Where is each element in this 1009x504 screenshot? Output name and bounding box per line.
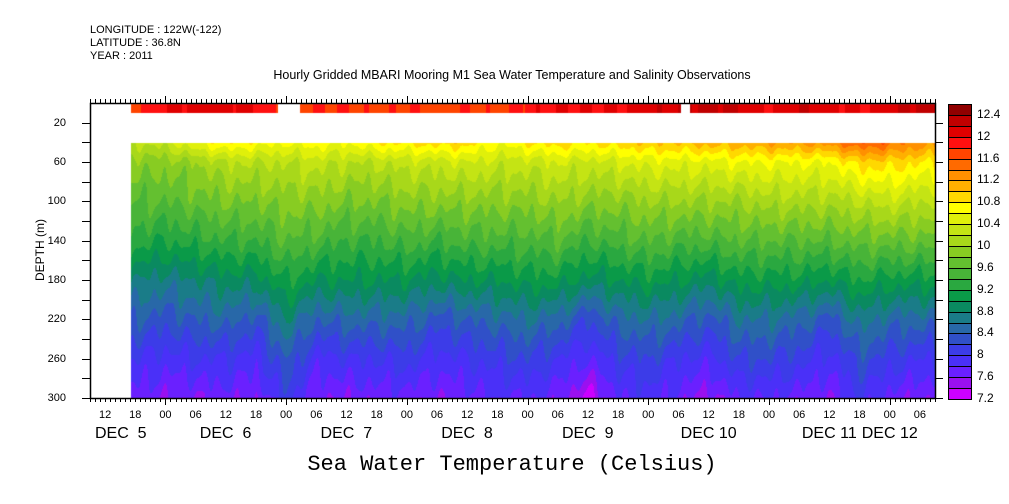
colorbar-swatch	[948, 311, 972, 324]
colorbar-swatch	[948, 158, 972, 171]
colorbar-swatch	[948, 224, 972, 237]
colorbar-swatch	[948, 344, 972, 357]
x-tick-label: 00	[159, 409, 172, 421]
x-tick-label: 00	[521, 409, 534, 421]
x-tick-label: 12	[581, 409, 595, 421]
colorbar-swatch	[948, 246, 972, 258]
colorbar-swatch	[948, 377, 972, 390]
latitude-label: LATITUDE : 36.8N	[90, 37, 181, 49]
x-tick-label: 00	[642, 409, 655, 421]
colorbar-label: 10.8	[977, 194, 1001, 209]
colorbar-swatch	[948, 289, 972, 302]
colorbar-label: 10.4	[977, 216, 1001, 231]
x-tick-label: 18	[370, 409, 383, 421]
x-tick-label: 18	[732, 409, 745, 421]
colorbar-label: 11.2	[977, 172, 1000, 187]
colorbar-label: 7.2	[977, 391, 994, 405]
x-tick-label: 12	[219, 409, 232, 421]
colorbar-swatch	[948, 278, 972, 291]
colorbar-swatch	[948, 355, 972, 368]
x-tick-label: 00	[762, 409, 776, 421]
y-tick-label: 140	[47, 234, 66, 247]
temperature-contour-field	[90, 103, 935, 398]
x-tick-label: 00	[883, 409, 896, 421]
colorbar-label: 12.4	[977, 106, 1001, 121]
colorbar-label: 8.8	[977, 303, 994, 318]
colorbar-label: 11.6	[977, 150, 1000, 165]
colorbar-swatch	[948, 333, 972, 346]
colorbar-label: 8.4	[977, 325, 994, 340]
colorbar-title: Sea Water Temperature (Celsius)	[307, 452, 717, 477]
colorbar-label: 12	[977, 128, 991, 143]
y-tick-label: 180	[47, 274, 66, 286]
colorbar-label: 10	[977, 238, 991, 253]
x-tick-label: 00	[280, 409, 293, 421]
day-label: DEC 12	[861, 425, 918, 442]
colorbar-swatch	[948, 125, 972, 138]
day-label: DEC 10	[680, 425, 737, 442]
colorbar-swatch	[948, 235, 972, 248]
colorbar-swatch	[948, 300, 972, 313]
y-axis-title: DEPTH (m)	[33, 219, 47, 281]
colorbar-swatch	[948, 322, 972, 335]
colorbar-swatch	[948, 256, 972, 269]
day-label: DEC 11	[801, 425, 857, 442]
colorbar-swatch	[948, 213, 972, 226]
year-label: YEAR : 2011	[90, 50, 153, 62]
day-label: DEC 6	[199, 425, 252, 442]
colorbar-swatch	[948, 104, 972, 116]
y-tick-label: 220	[47, 313, 66, 326]
x-tick-label: 06	[551, 409, 564, 421]
colorbar-swatch	[948, 388, 972, 400]
x-tick-label: 12	[340, 409, 353, 421]
colorbar-swatch	[948, 191, 972, 204]
day-label: DEC 7	[320, 425, 373, 442]
colorbar-label: 8	[977, 347, 984, 362]
colorbar-swatch	[948, 180, 972, 193]
x-tick-label: 12	[702, 409, 715, 421]
day-label: DEC 8	[441, 425, 493, 442]
x-tick-label: 18	[612, 409, 625, 421]
colorbar-label: 9.2	[977, 281, 994, 296]
x-tick-label: 06	[430, 409, 444, 421]
day-label: DEC 9	[561, 425, 614, 442]
colorbar-swatch	[948, 114, 972, 127]
colorbar-swatch	[948, 267, 972, 280]
colorbar-swatch	[948, 147, 972, 160]
x-tick-label: 18	[249, 409, 263, 421]
day-label: DEC 5	[95, 425, 147, 442]
x-tick-label: 06	[793, 409, 806, 421]
x-tick-label: 12	[98, 409, 112, 421]
x-tick-label: 12	[823, 409, 836, 421]
x-tick-label: 06	[913, 409, 927, 421]
colorbar-swatch	[948, 136, 972, 149]
y-tick-label: 260	[47, 352, 66, 365]
y-tick-label: 100	[47, 195, 66, 208]
colorbar-swatch	[948, 169, 972, 182]
x-tick-label: 00	[400, 409, 413, 421]
colorbar-swatch	[948, 366, 972, 379]
colorbar-label: 7.6	[977, 369, 994, 384]
plot-frame	[89, 102, 937, 400]
y-tick-label: 300	[47, 392, 66, 404]
x-tick-label: 18	[491, 409, 504, 421]
chart-title: Hourly Gridded MBARI Mooring M1 Sea Wate…	[273, 68, 751, 82]
colorbar-swatch	[948, 202, 972, 215]
x-tick-label: 18	[853, 409, 866, 421]
colorbar-label: 9.6	[977, 259, 994, 274]
x-tick-label: 06	[189, 409, 202, 421]
x-tick-label: 06	[672, 409, 685, 421]
x-tick-label: 18	[129, 409, 142, 421]
x-tick-label: 06	[310, 409, 323, 421]
longitude-label: LONGITUDE : 122W(-122)	[90, 24, 222, 36]
y-tick-label: 60	[53, 156, 66, 168]
y-tick-label: 20	[53, 116, 66, 129]
x-tick-label: 12	[461, 409, 474, 421]
